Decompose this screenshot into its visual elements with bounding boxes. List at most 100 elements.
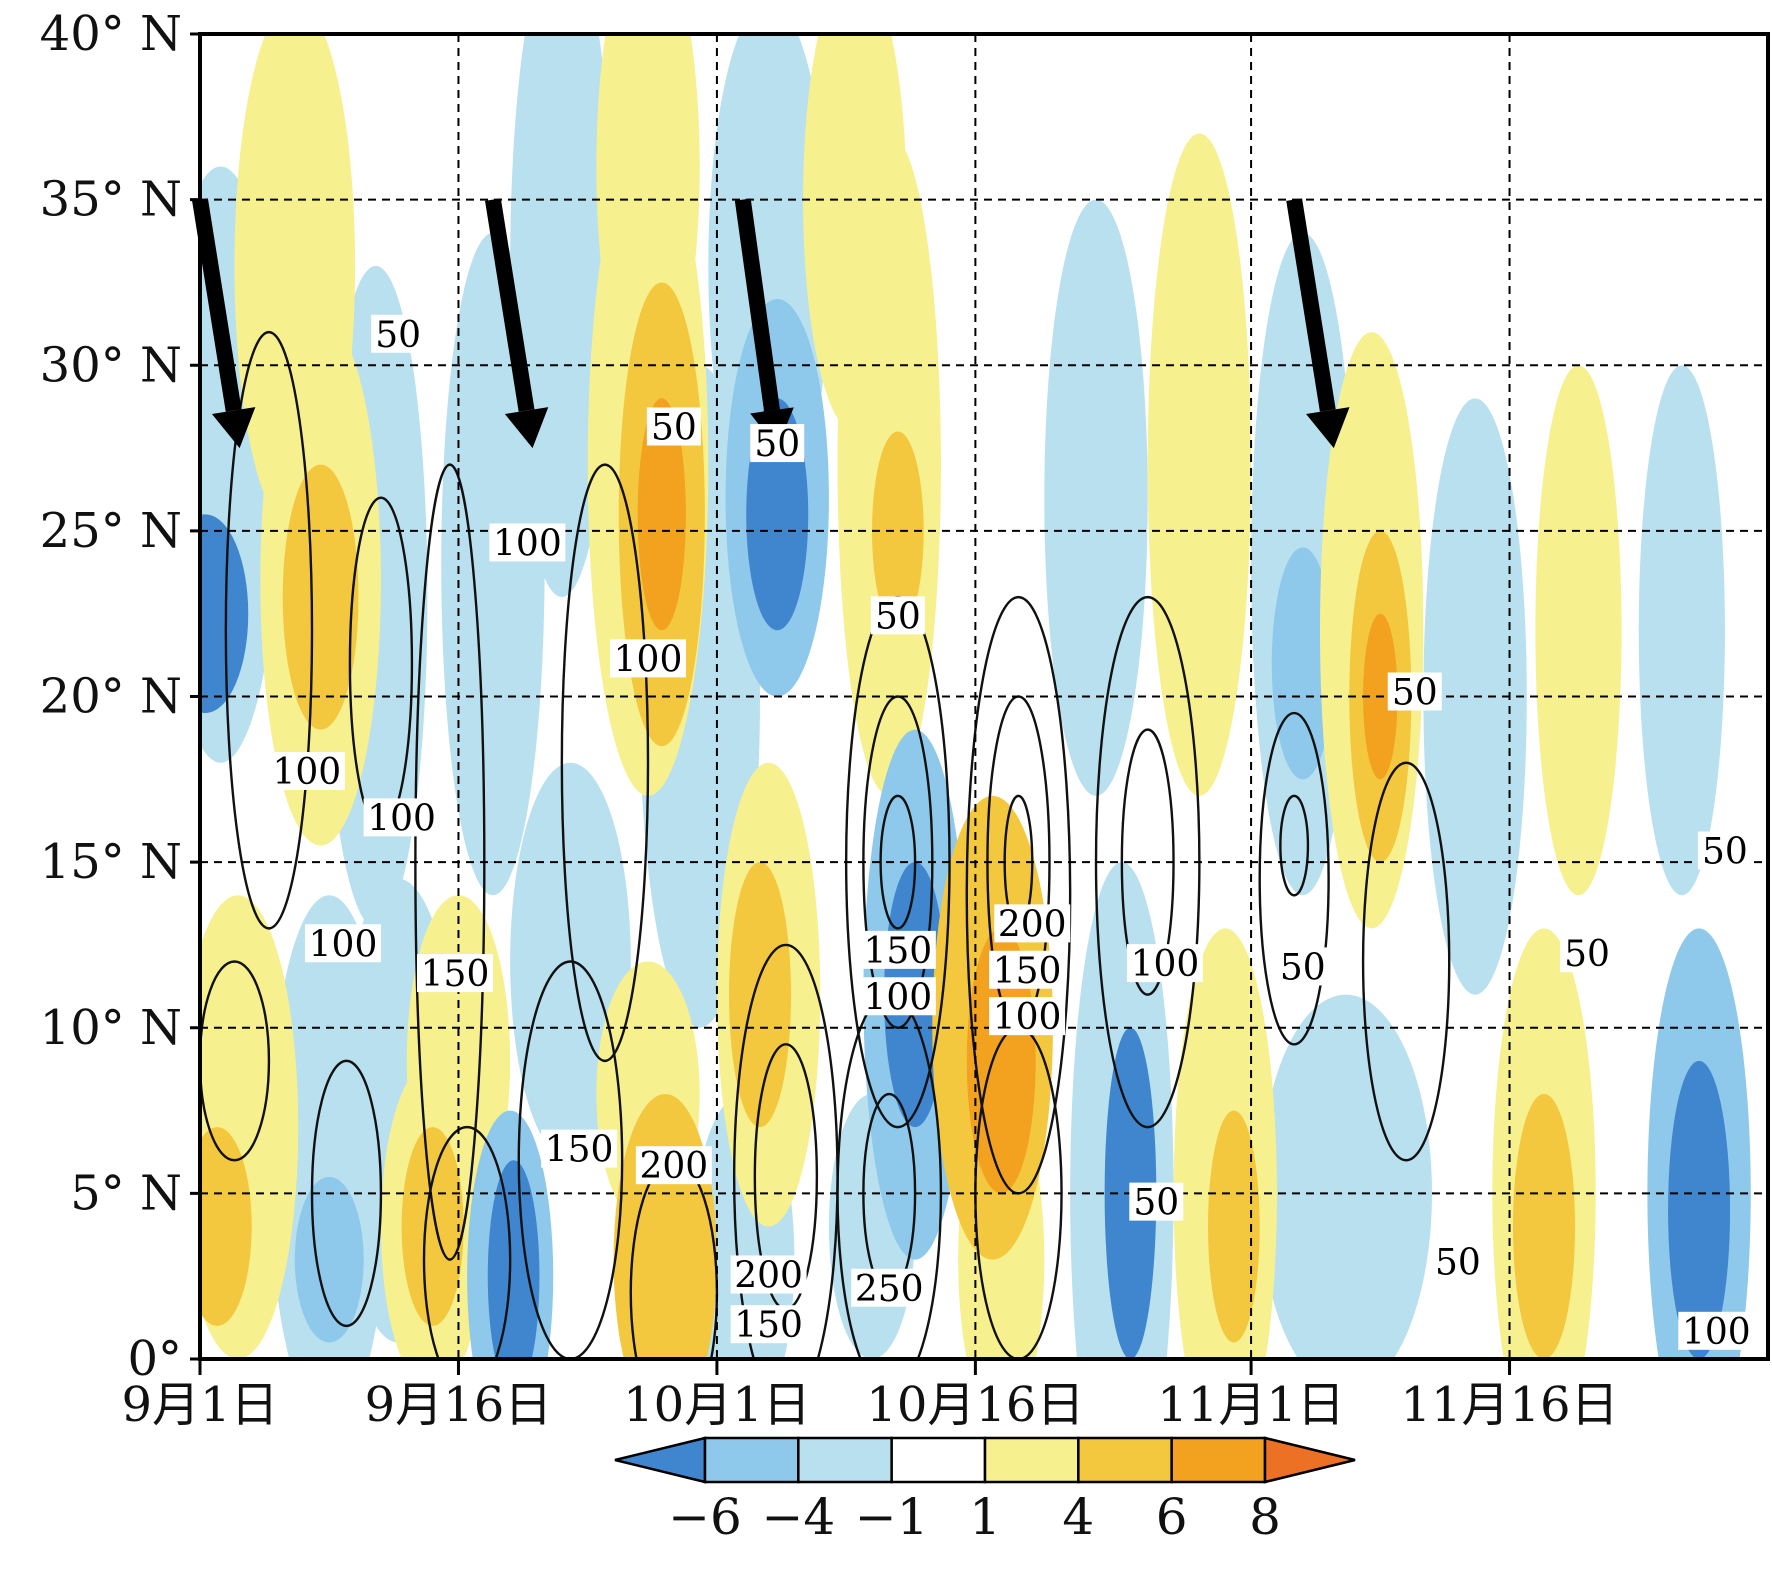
contour-label-bg bbox=[1129, 1182, 1184, 1221]
contour-label-bg bbox=[859, 977, 936, 1016]
contour-label: 100 bbox=[993, 997, 1062, 1038]
contour-label: 250 bbox=[855, 1269, 924, 1310]
anomaly-cell bbox=[1638, 365, 1725, 896]
anomaly-cell bbox=[728, 862, 792, 1128]
colorbar-label: −4 bbox=[761, 1488, 835, 1546]
contour-label: 50 bbox=[875, 596, 921, 637]
contour-label-bg bbox=[610, 639, 686, 678]
y-axis: 0° 5° N 10° N 15° N 20° N 25° N 30° N 35° N 40° … bbox=[40, 6, 200, 1387]
y-tick-label: 30° N bbox=[40, 337, 182, 393]
grid-lines bbox=[200, 34, 1768, 1359]
anomaly-cell bbox=[872, 431, 924, 631]
contour-label-bg bbox=[363, 798, 440, 837]
contour-label: 50 bbox=[1133, 1183, 1179, 1224]
x-tick-label: 10月16日 bbox=[866, 1377, 1084, 1433]
colorbar-extend-low bbox=[614, 1436, 707, 1484]
propagation-arrows bbox=[192, 198, 1350, 449]
contour-label-bg bbox=[1678, 1311, 1755, 1350]
propagation-arrow bbox=[734, 198, 780, 412]
contour-label: 50 bbox=[1702, 832, 1748, 873]
propagation-arrow bbox=[485, 198, 535, 412]
contour-label-bg bbox=[1430, 1242, 1485, 1281]
contour-labels: 50 50 50 100 100 50 100 100 50 50 100 150 200 150 150 1… bbox=[268, 314, 1755, 1353]
contour-label: 100 bbox=[367, 798, 436, 839]
contour-line bbox=[422, 1125, 512, 1359]
contour-label: 100 bbox=[272, 752, 341, 793]
colorbar: −6 −4 −1 1 4 6 8 bbox=[614, 1436, 1356, 1546]
contour-label: 50 bbox=[1435, 1242, 1481, 1283]
propagation-arrow bbox=[192, 198, 242, 412]
propagation-arrow-head bbox=[504, 407, 549, 449]
contour-label-bg bbox=[371, 314, 426, 353]
contour-label: 50 bbox=[1392, 673, 1438, 714]
contour-label-bg bbox=[1697, 831, 1752, 870]
colorbar-swatch bbox=[983, 1436, 1080, 1484]
propagation-arrow-head bbox=[1306, 407, 1350, 449]
contour-line bbox=[224, 330, 314, 930]
anomaly-cell bbox=[200, 1127, 252, 1326]
colorbar-swatch bbox=[890, 1436, 987, 1484]
anomaly-cell bbox=[487, 1160, 540, 1359]
contour-label: 100 bbox=[614, 639, 683, 680]
anomaly-cell bbox=[510, 34, 614, 598]
contour-label: 150 bbox=[421, 954, 490, 995]
contour-label: 200 bbox=[998, 904, 1067, 945]
contour-label: 100 bbox=[863, 977, 932, 1018]
contour-label: 150 bbox=[993, 951, 1062, 992]
y-tick-label: 0° bbox=[127, 1331, 182, 1387]
y-tick-label: 5° N bbox=[70, 1165, 182, 1221]
contour-label: 100 bbox=[1131, 944, 1200, 985]
contour-label-bg bbox=[1387, 672, 1442, 711]
colorbar-extend-high bbox=[1263, 1436, 1356, 1484]
anomaly-cell bbox=[637, 398, 686, 631]
colorbar-swatch bbox=[797, 1436, 893, 1484]
contour-label: 150 bbox=[863, 931, 932, 972]
anomaly-cell bbox=[1259, 994, 1432, 1359]
anomaly-cell bbox=[1208, 1110, 1260, 1343]
contour-label-bg bbox=[635, 1146, 712, 1185]
y-tick-label: 25° N bbox=[40, 503, 182, 559]
contour-line bbox=[560, 463, 650, 1063]
x-tick-label: 9月16日 bbox=[365, 1377, 553, 1433]
contour-label-bg bbox=[1560, 934, 1615, 973]
x-tick-label: 11月1日 bbox=[1157, 1377, 1345, 1433]
anomaly-cell bbox=[282, 464, 359, 730]
contour-label: 150 bbox=[545, 1130, 614, 1171]
contour-label-bg bbox=[989, 997, 1066, 1036]
contour-label-bg bbox=[750, 424, 805, 463]
y-tick-label: 40° N bbox=[40, 6, 182, 62]
propagation-arrow bbox=[1286, 198, 1336, 412]
x-tick-label: 10月1日 bbox=[623, 1377, 811, 1433]
anomaly-cell bbox=[1668, 1060, 1731, 1359]
contour-label-bg bbox=[1275, 947, 1330, 986]
contour-label: 50 bbox=[375, 315, 421, 356]
contour-label: 100 bbox=[309, 924, 378, 965]
contour-label-bg bbox=[989, 950, 1066, 989]
anomaly-shading bbox=[200, 34, 1751, 1359]
anomaly-cell bbox=[966, 928, 1036, 1194]
colorbar-label: −6 bbox=[668, 1488, 742, 1546]
colorbar-swatch bbox=[703, 1436, 800, 1484]
contour-label: 50 bbox=[754, 424, 800, 465]
anomaly-cell bbox=[294, 1176, 364, 1343]
contour-label-bg bbox=[851, 1268, 928, 1307]
contour-label-bg bbox=[305, 924, 382, 963]
contour-label-bg bbox=[730, 1305, 807, 1344]
colorbar-swatch bbox=[1170, 1436, 1267, 1484]
y-tick-label: 20° N bbox=[40, 669, 182, 725]
anomaly-cell bbox=[1044, 199, 1148, 796]
colorbar-label: 1 bbox=[969, 1488, 1001, 1546]
x-axis: 9月1日 9月16日 10月1日 10月16日 11月1日 11月16日 bbox=[121, 1359, 1619, 1433]
contour-label-bg bbox=[870, 596, 925, 635]
contour-label-bg bbox=[646, 407, 701, 446]
anomaly-cell bbox=[401, 1127, 464, 1326]
x-tick-label: 9月1日 bbox=[121, 1377, 278, 1433]
contour-label: 50 bbox=[1564, 934, 1610, 975]
anomaly-cell bbox=[1512, 1094, 1576, 1359]
contour-label-bg bbox=[994, 904, 1071, 943]
contour-label-bg bbox=[489, 523, 566, 562]
contour-label-bg bbox=[730, 1255, 807, 1294]
contour-label: 100 bbox=[1682, 1312, 1751, 1353]
contour-label-bg bbox=[541, 1129, 618, 1168]
